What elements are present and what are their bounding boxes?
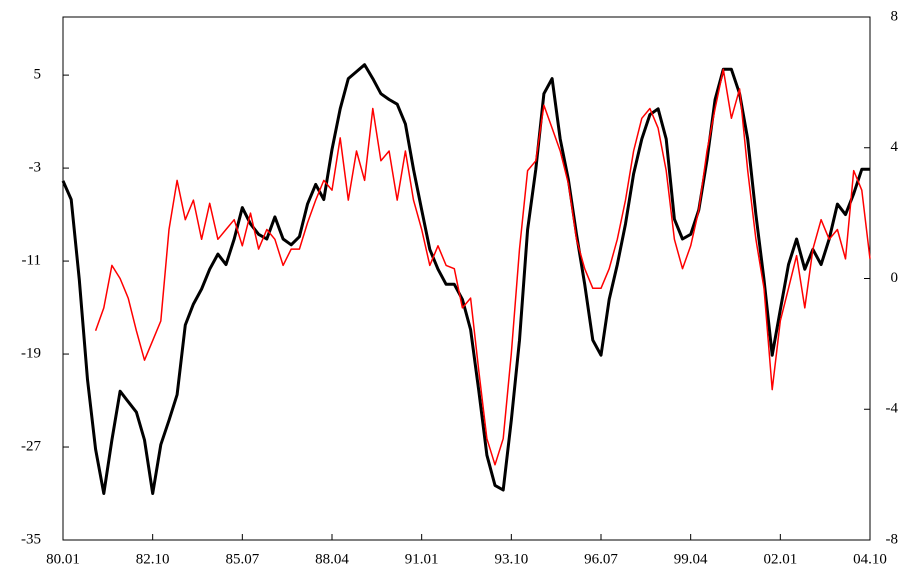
x-tick-label: 02.01 bbox=[763, 551, 797, 567]
y-tick-label: -27 bbox=[21, 438, 41, 454]
y2-tick-label: -8 bbox=[886, 531, 899, 547]
series-line bbox=[94, 68, 871, 466]
y-tick-label: -35 bbox=[21, 531, 41, 547]
x-tick-label: 93.10 bbox=[494, 551, 528, 567]
y2-tick-label: 8 bbox=[891, 8, 899, 24]
y-tick-label: 5 bbox=[34, 67, 42, 83]
x-tick-label: 88.04 bbox=[315, 551, 349, 567]
y2-tick-label: 0 bbox=[891, 270, 899, 286]
x-tick-label: 96.07 bbox=[584, 551, 618, 567]
y2-tick-label: -4 bbox=[886, 401, 899, 417]
series-line bbox=[61, 63, 870, 495]
y2-tick-label: 4 bbox=[891, 139, 899, 155]
x-tick-label: 99.04 bbox=[674, 551, 708, 567]
x-tick-label: 85.07 bbox=[225, 551, 259, 567]
x-tick-label: 91.01 bbox=[405, 551, 439, 567]
plot-frame bbox=[62, 16, 871, 541]
x-tick-label: 80.01 bbox=[46, 551, 80, 567]
y-tick-label: -3 bbox=[29, 160, 42, 176]
x-tick-label: 82.10 bbox=[136, 551, 170, 567]
y-tick-label: -11 bbox=[22, 253, 41, 269]
x-tick-label: 04.10 bbox=[853, 551, 887, 567]
y-tick-label: -19 bbox=[21, 345, 41, 361]
